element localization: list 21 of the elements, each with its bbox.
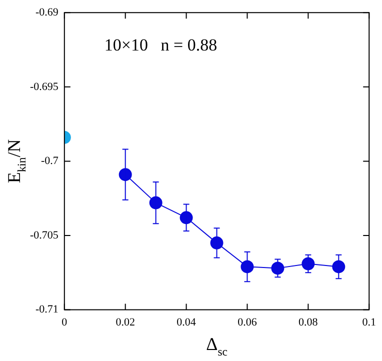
point	[332, 260, 346, 274]
x-tick-label: 0.1	[362, 316, 376, 328]
y-tick-label: -0.705	[30, 229, 59, 242]
point	[118, 168, 132, 182]
x-tick-label: 0.08	[298, 316, 318, 328]
y-tick-label: -0.69	[35, 6, 59, 18]
y-tick-label: -0.71	[35, 304, 58, 316]
y-tick-label: -0.695	[30, 80, 59, 93]
point	[240, 260, 254, 274]
y-axis-title: Ekin/N	[4, 139, 28, 184]
annotation: 10×10 n = 0.88	[104, 36, 218, 55]
point	[271, 262, 284, 275]
point	[210, 236, 224, 250]
point	[302, 257, 315, 270]
x-tick-label: 0	[62, 316, 68, 328]
point	[149, 196, 162, 210]
point	[180, 211, 193, 224]
x-tick-label: 0.06	[238, 316, 258, 328]
y-tick-label: -0.7	[40, 155, 59, 168]
x-tick-label: 0.02	[116, 316, 135, 328]
x-tick-label: 0.04	[176, 316, 196, 328]
